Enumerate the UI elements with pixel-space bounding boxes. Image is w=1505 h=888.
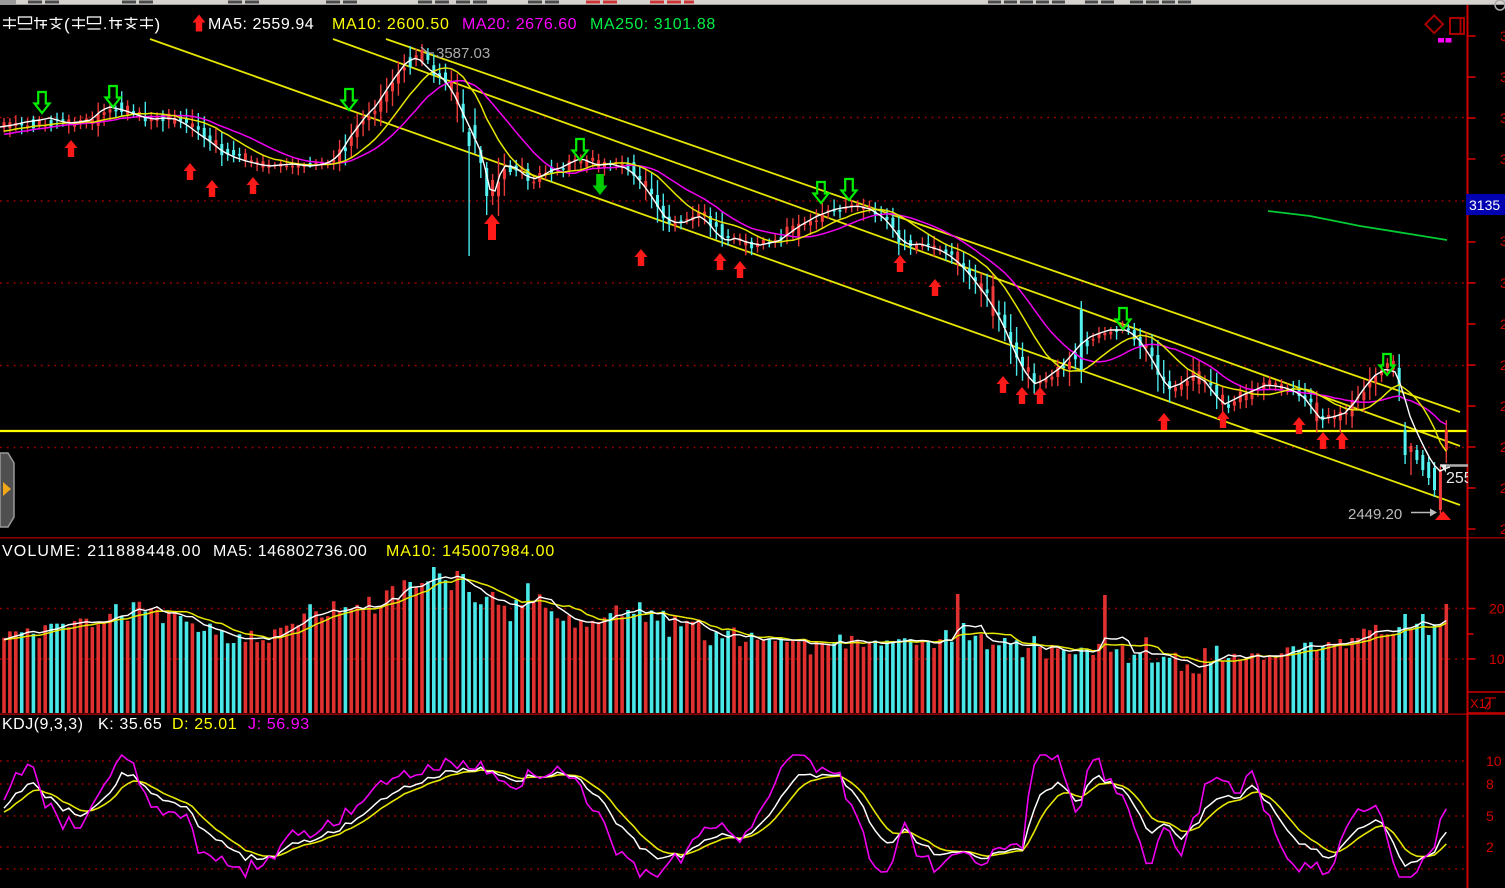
svg-text:5: 5 — [1486, 808, 1494, 824]
svg-text:(: ( — [64, 15, 70, 34]
svg-text:D: 25.01: D: 25.01 — [172, 716, 237, 733]
svg-text:X1: X1 — [1470, 696, 1486, 711]
svg-text:25: 25 — [1500, 357, 1505, 373]
svg-text:K: 35.65: K: 35.65 — [98, 716, 162, 733]
svg-text:2559: 2559 — [1446, 470, 1482, 487]
svg-text:25: 25 — [1500, 521, 1505, 537]
svg-text:VOLUME: 211888448.00: VOLUME: 211888448.00 — [2, 543, 202, 560]
svg-text:MA10: 2600.50: MA10: 2600.50 — [332, 16, 450, 33]
svg-text:25: 25 — [1500, 480, 1505, 496]
svg-text:MA10: 145007984.00: MA10: 145007984.00 — [386, 543, 555, 560]
svg-text:.: . — [103, 16, 107, 33]
svg-text:35: 35 — [1500, 69, 1505, 85]
svg-text:MA20: 2676.60: MA20: 2676.60 — [462, 16, 577, 33]
svg-text:MA5: 146802736.00: MA5: 146802736.00 — [213, 543, 367, 560]
svg-text:2449.20: 2449.20 — [1348, 506, 1402, 523]
svg-text:2: 2 — [1486, 839, 1494, 855]
svg-text:J: 56.93: J: 56.93 — [248, 716, 310, 733]
svg-text:25: 25 — [1500, 316, 1505, 332]
svg-text:35: 35 — [1500, 28, 1505, 44]
svg-text:10: 10 — [1486, 753, 1502, 769]
svg-text:35: 35 — [1500, 151, 1505, 167]
svg-text:8: 8 — [1486, 776, 1494, 792]
svg-text:25: 25 — [1500, 439, 1505, 455]
svg-text:20: 20 — [1489, 601, 1505, 617]
svg-text:KDJ(9,3,3): KDJ(9,3,3) — [2, 716, 83, 733]
svg-text:3135: 3135 — [1469, 197, 1500, 213]
svg-text:25: 25 — [1500, 398, 1505, 414]
svg-text:35: 35 — [1500, 110, 1505, 126]
svg-text:MA250: 3101.88: MA250: 3101.88 — [590, 16, 716, 33]
svg-text:35: 35 — [1500, 233, 1505, 249]
svg-text:35: 35 — [1500, 275, 1505, 291]
svg-text:10: 10 — [1489, 651, 1505, 667]
svg-text:MA5: 2559.94: MA5: 2559.94 — [208, 16, 314, 33]
svg-text:): ) — [155, 15, 161, 34]
svg-text:3587.03: 3587.03 — [436, 45, 490, 62]
